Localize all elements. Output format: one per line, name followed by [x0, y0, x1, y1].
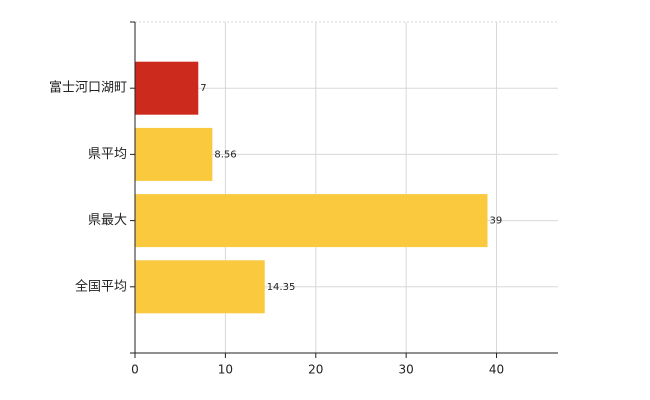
value-label: 39 [490, 216, 503, 227]
bar [135, 260, 265, 314]
value-label: 7 [200, 83, 206, 94]
bar [135, 61, 199, 115]
x-tick-label: 30 [399, 363, 414, 377]
x-tick-label: 40 [489, 363, 504, 377]
bar [135, 194, 488, 248]
x-tick-label: 10 [218, 363, 233, 377]
y-tick-label: 県最大 [88, 213, 127, 228]
x-tick-label: 0 [131, 363, 139, 377]
bar [135, 127, 213, 181]
x-tick-label: 20 [308, 363, 323, 377]
y-tick-label: 県平均 [88, 147, 127, 162]
value-label: 14.35 [267, 282, 296, 293]
y-tick-label: 富士河口湖町 [49, 80, 127, 96]
y-tick-label: 全国平均 [75, 278, 127, 294]
value-label: 8.56 [214, 149, 236, 160]
